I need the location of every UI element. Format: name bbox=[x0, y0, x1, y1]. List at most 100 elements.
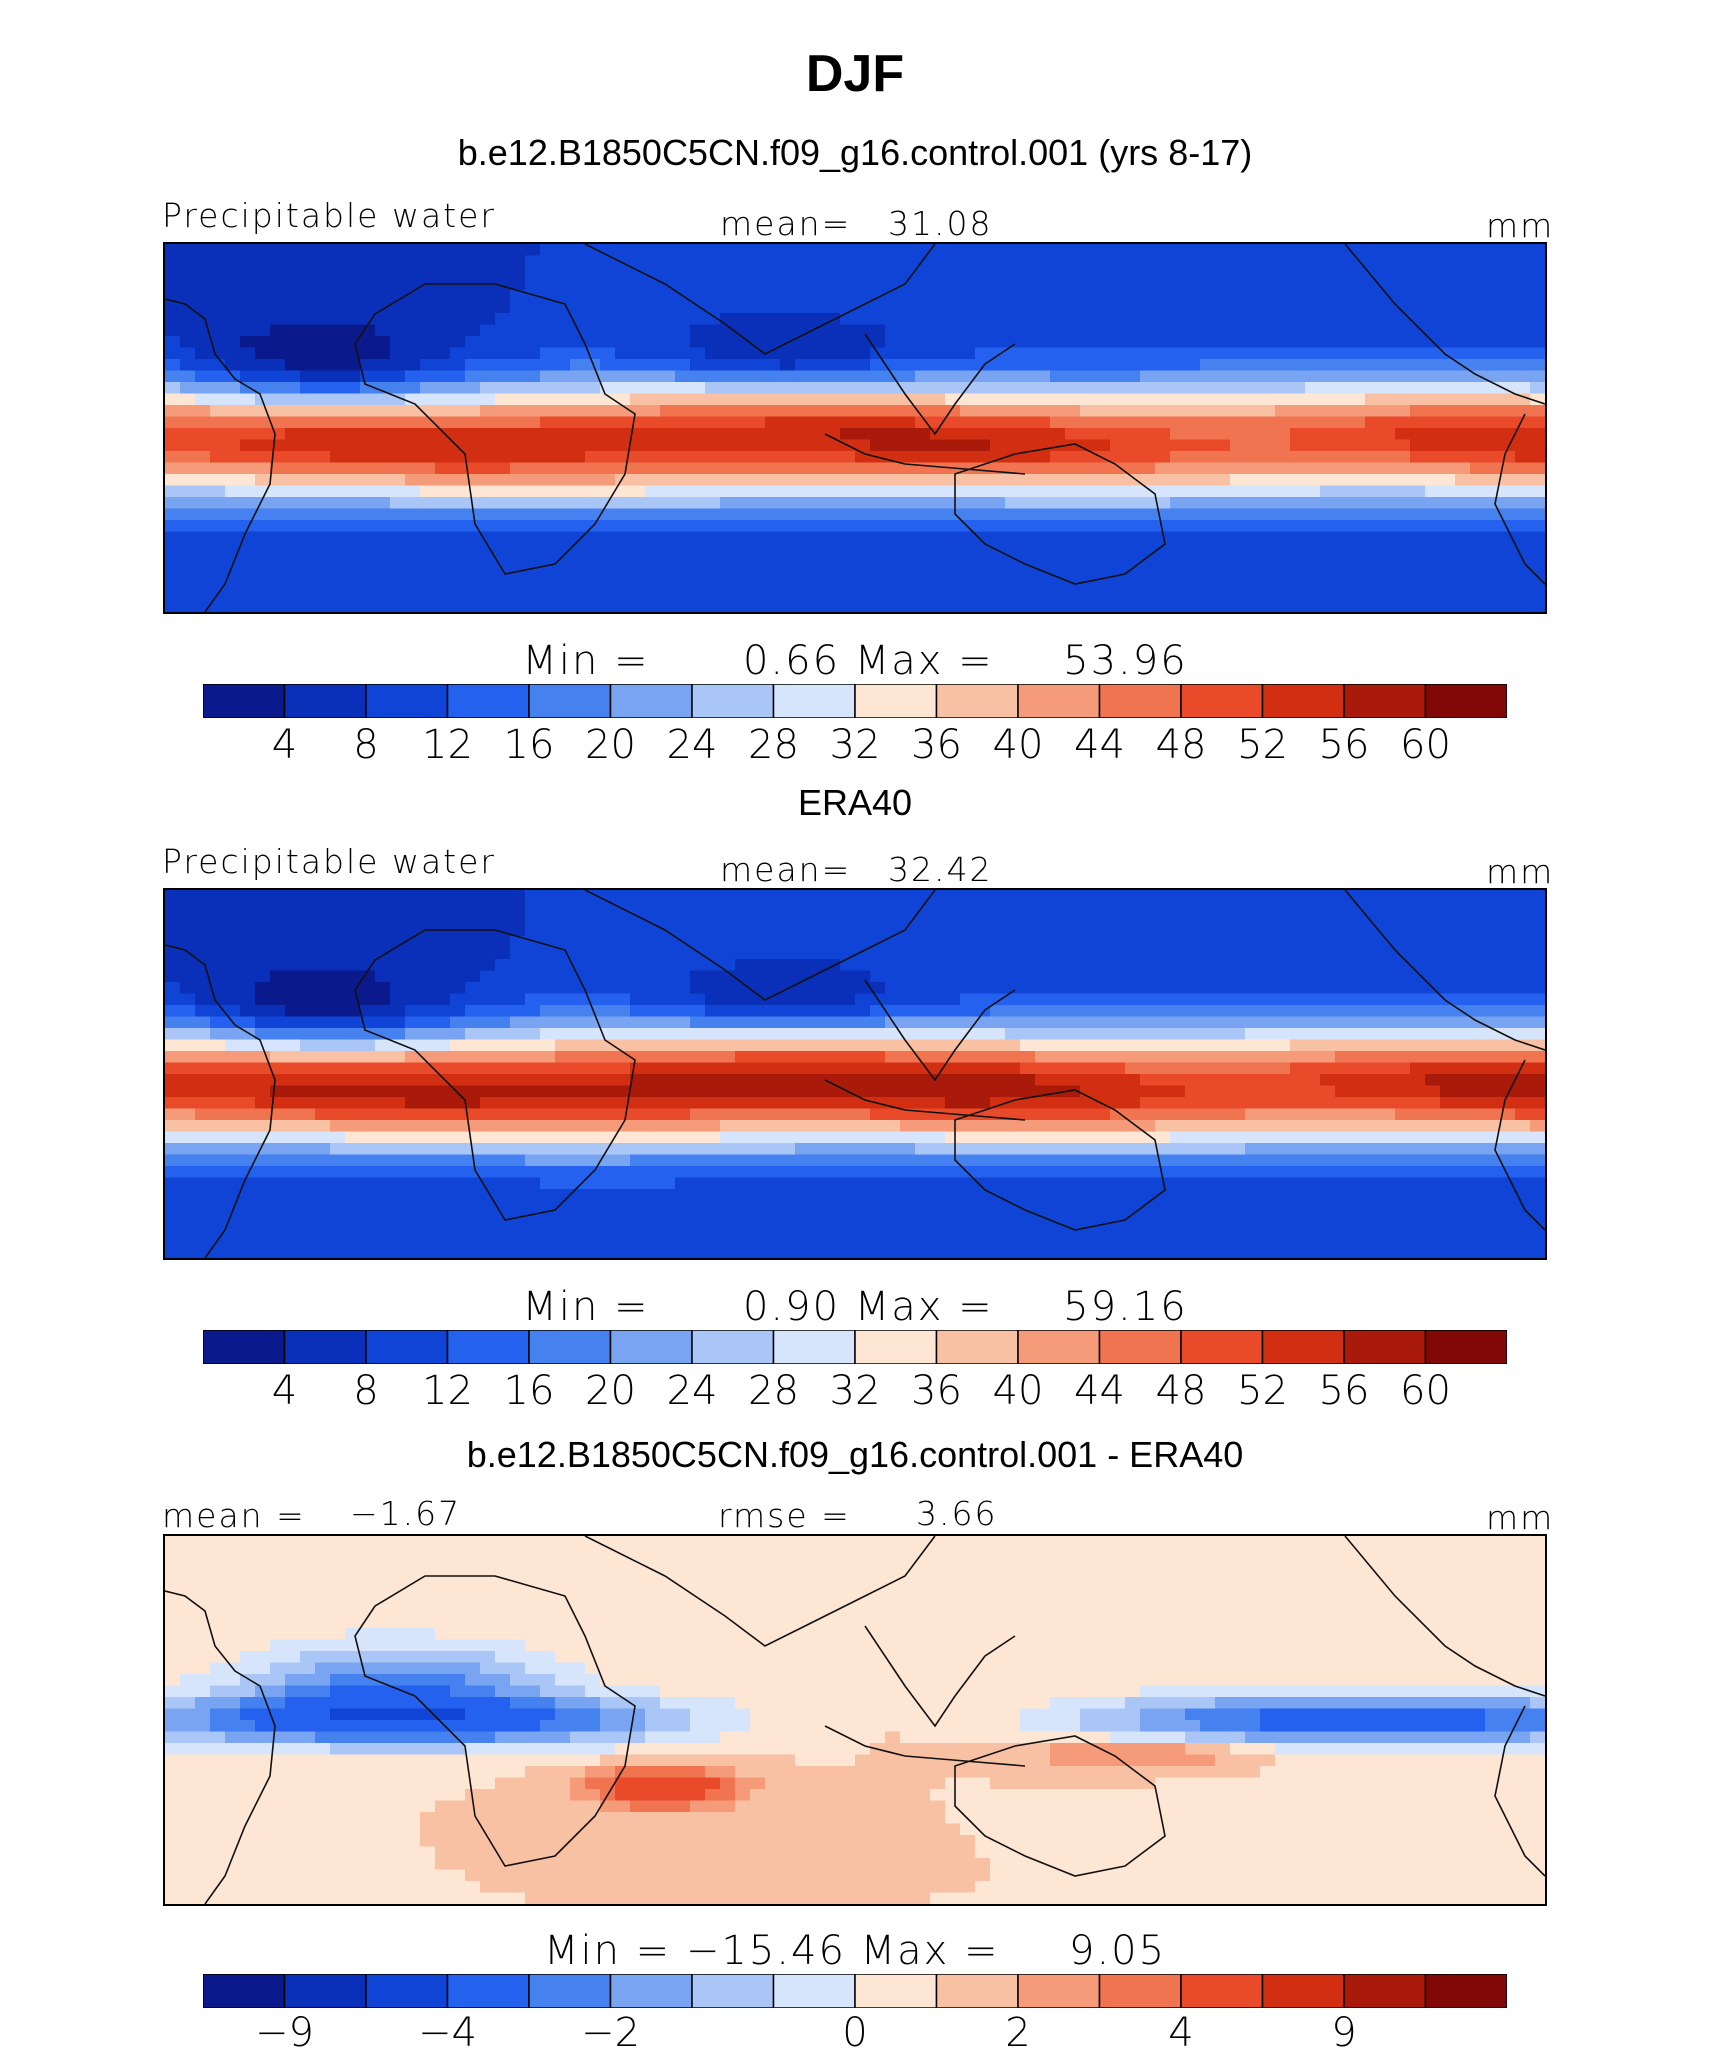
map-1-cell bbox=[870, 313, 886, 326]
map-1-cell bbox=[1380, 313, 1396, 326]
map-2-cell bbox=[1395, 1085, 1411, 1098]
map-2-cell bbox=[1305, 1085, 1321, 1098]
map-2-cell bbox=[1110, 913, 1126, 926]
map-1-cell bbox=[180, 543, 196, 556]
map-2-cell bbox=[240, 1051, 256, 1064]
map-2-cell bbox=[1440, 1108, 1456, 1121]
map-2-cell bbox=[1170, 1120, 1186, 1133]
map-1-cell bbox=[1500, 554, 1516, 567]
map-1-cell bbox=[390, 278, 406, 291]
map-1-cell bbox=[645, 324, 661, 337]
map-1-cell bbox=[1290, 543, 1306, 556]
map-1-cell bbox=[1215, 589, 1231, 602]
map-2-cell bbox=[345, 1108, 361, 1121]
map-2-cell bbox=[1260, 1028, 1276, 1041]
map-1-cell bbox=[825, 267, 841, 280]
map-2-cell bbox=[870, 1108, 886, 1121]
map-1-cell bbox=[405, 382, 421, 395]
map-1-cell bbox=[555, 324, 571, 337]
map-1-cell bbox=[885, 255, 901, 268]
map-2-cell bbox=[1110, 947, 1126, 960]
map-1-cell bbox=[900, 543, 916, 556]
map-1-cell bbox=[750, 428, 766, 441]
map-1-cell bbox=[570, 428, 586, 441]
map-2-cell bbox=[1515, 901, 1531, 914]
map-2-cell bbox=[1530, 936, 1545, 949]
map-1-cell bbox=[945, 485, 961, 498]
map-1-cell bbox=[465, 359, 481, 372]
map-1-cell bbox=[375, 370, 391, 383]
map-1-cell bbox=[990, 577, 1006, 590]
map-2-cell bbox=[1185, 1074, 1201, 1087]
map-2-cell bbox=[750, 1085, 766, 1098]
map-1-cell bbox=[1020, 244, 1036, 257]
map-2-cell bbox=[855, 1028, 871, 1041]
map-1-cell bbox=[645, 416, 661, 429]
map-1-cell bbox=[1530, 405, 1545, 418]
map-1-cell bbox=[1530, 290, 1545, 303]
map-1-cell bbox=[840, 267, 856, 280]
map-2-cell bbox=[1275, 901, 1291, 914]
map-2-cell bbox=[315, 982, 331, 995]
map-1-cell bbox=[330, 520, 346, 533]
map-2-cell bbox=[930, 1028, 946, 1041]
map-2-cell bbox=[615, 890, 631, 903]
map-2-cell bbox=[1215, 993, 1231, 1006]
map-1-cell bbox=[945, 531, 961, 544]
map-1-cell bbox=[660, 520, 676, 533]
map-1-cell bbox=[1065, 301, 1081, 314]
map-1-cell bbox=[1005, 244, 1021, 257]
map-1-cell bbox=[225, 313, 241, 326]
map-2-cell bbox=[1110, 924, 1126, 937]
map-1-cell bbox=[1185, 370, 1201, 383]
map-1-cell bbox=[1335, 451, 1351, 464]
map-2-cell bbox=[435, 1016, 451, 1029]
map-1-cell bbox=[900, 497, 916, 510]
map-1-cell bbox=[1230, 577, 1246, 590]
map-1-cell bbox=[450, 290, 466, 303]
map-2-cell bbox=[1395, 959, 1411, 972]
map-2-cell bbox=[1050, 959, 1066, 972]
map-1-cell bbox=[1365, 324, 1381, 337]
map-2-cell bbox=[540, 1097, 556, 1110]
map-1-cell bbox=[1380, 382, 1396, 395]
map-2-cell bbox=[1500, 1028, 1516, 1041]
map-1-cell bbox=[1395, 290, 1411, 303]
map-2-cell bbox=[1320, 1016, 1336, 1029]
map-1-cell bbox=[825, 543, 841, 556]
map-2-cell bbox=[780, 924, 796, 937]
map-2-cell bbox=[1515, 1028, 1531, 1041]
map-1-cell bbox=[1530, 347, 1545, 360]
map-1-cell bbox=[660, 382, 676, 395]
map-1-cell bbox=[1260, 393, 1276, 406]
map-2-cell bbox=[240, 1062, 256, 1075]
map-2-cell bbox=[510, 1131, 526, 1144]
map-1-cell bbox=[1380, 543, 1396, 556]
map-1-cell bbox=[390, 439, 406, 452]
map-2-cell bbox=[360, 993, 376, 1006]
map-1-cell bbox=[1185, 531, 1201, 544]
map-1-cell bbox=[1395, 347, 1411, 360]
map-2-cell bbox=[675, 947, 691, 960]
map-1-cell bbox=[1365, 451, 1381, 464]
map-1-cell bbox=[270, 324, 286, 337]
map-1-cell bbox=[990, 474, 1006, 487]
map-1-cell bbox=[1215, 474, 1231, 487]
map-2-cell bbox=[840, 982, 856, 995]
map-1-cell bbox=[210, 474, 226, 487]
map-2-cell bbox=[1470, 993, 1486, 1006]
map-2-cell bbox=[1170, 890, 1186, 903]
map-1-cell bbox=[180, 313, 196, 326]
map-1-cell bbox=[540, 255, 556, 268]
map-1-cell bbox=[330, 543, 346, 556]
map-2-cell bbox=[1380, 924, 1396, 937]
map-1-cell bbox=[1215, 497, 1231, 510]
map-1-cell bbox=[1350, 520, 1366, 533]
map-1-cell bbox=[1260, 370, 1276, 383]
map-1-cell bbox=[1005, 416, 1021, 429]
map-1-cell bbox=[1380, 462, 1396, 475]
map-1-cell bbox=[1275, 554, 1291, 567]
map-1-cell bbox=[690, 577, 706, 590]
map-1-cell bbox=[735, 531, 751, 544]
map-1-cell bbox=[1470, 324, 1486, 337]
